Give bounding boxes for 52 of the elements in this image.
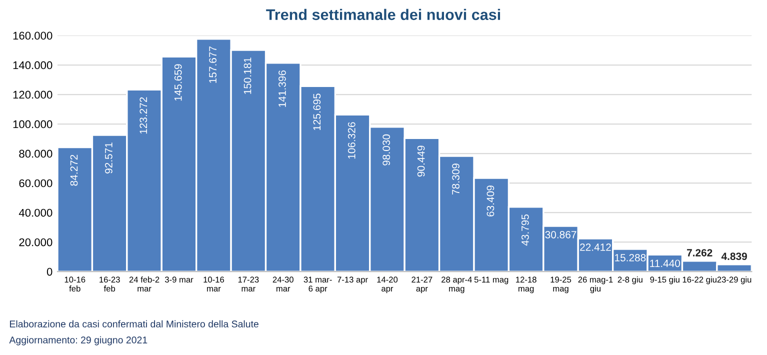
- data-label: 78.309: [452, 164, 460, 194]
- data-label: 92.571: [105, 142, 112, 174]
- y-tick-label: 160.000: [13, 32, 52, 40]
- text: Aggiornamento: 29 giugno 2021: [9, 336, 148, 346]
- data-label: 43.795: [521, 214, 529, 246]
- x-tick-label: 10-16 feb: [64, 276, 86, 292]
- x-tick-label: 7-13 apr: [337, 276, 368, 284]
- y-tick-label: 20.000: [19, 238, 52, 246]
- x-tick-label: 3-9 mar: [164, 276, 194, 283]
- x-tick-label: 24-30 mar: [272, 276, 294, 292]
- data-label: 11.440: [650, 260, 680, 268]
- data-label: 4.839: [721, 252, 747, 260]
- data-label: 22.412: [580, 244, 611, 251]
- y-tick-label: 100.000: [13, 120, 52, 128]
- x-tick-label: 21-27 apr: [412, 276, 432, 294]
- data-label: 123.272: [140, 97, 148, 134]
- data-label: 141.396: [278, 70, 286, 107]
- x-tick-label: 28 apr-4 mag: [442, 276, 472, 294]
- x-tick-label: 5-11 mag: [474, 276, 508, 284]
- x-tick-label: 26 mag-1 giu: [578, 276, 613, 294]
- data-label: 15.288: [615, 254, 646, 262]
- x-tick-label: 2-8 giu: [618, 276, 642, 284]
- x-tick-label: 10-16 mar: [204, 276, 224, 292]
- x-tick-label: 23-29 giu: [717, 276, 752, 284]
- y-tick-label: 60.000: [19, 179, 52, 188]
- y-tick-label: 40.000: [18, 208, 52, 217]
- y-tick-label: 0: [46, 268, 52, 276]
- data-label: 157.677: [209, 46, 216, 83]
- x-tick-label: 31 mar- 6 apr: [304, 276, 332, 294]
- data-label: 7.262: [687, 249, 712, 256]
- y-tick-label: 120.000: [13, 90, 52, 99]
- text: Elaborazione da casi confermati dal Ministero della Salute: [10, 320, 258, 328]
- x-tick-label: 12-18 mag: [516, 276, 536, 294]
- data-label: 150.181: [244, 58, 252, 94]
- x-tick-label: 19-25 mag: [550, 276, 572, 294]
- data-label: 145.659: [174, 64, 182, 101]
- x-tick-label: 16-23 feb: [100, 276, 120, 292]
- x-tick-label: 9-15 giu: [650, 276, 680, 284]
- x-tick-label: 17-23 mar: [238, 276, 259, 292]
- data-label: 84.272: [70, 154, 78, 186]
- data-label: 106.326: [348, 122, 356, 159]
- data-label: 98.030: [382, 134, 390, 166]
- data-label: 63.409: [486, 186, 494, 216]
- data-label: 30.867: [545, 231, 576, 238]
- x-tick-label: 16-22 giu: [682, 276, 716, 284]
- y-tick-label: 80.000: [19, 150, 52, 158]
- chart-title: Trend settimanale dei nuovi casi: [266, 8, 500, 20]
- x-tick-label: 24 feb-2 mar: [129, 276, 160, 292]
- data-label: 90.449: [417, 146, 425, 177]
- data-label: 125.695: [313, 94, 321, 130]
- y-tick-label: 140.000: [13, 61, 52, 70]
- x-tick-label: 14-20 apr: [377, 276, 398, 294]
